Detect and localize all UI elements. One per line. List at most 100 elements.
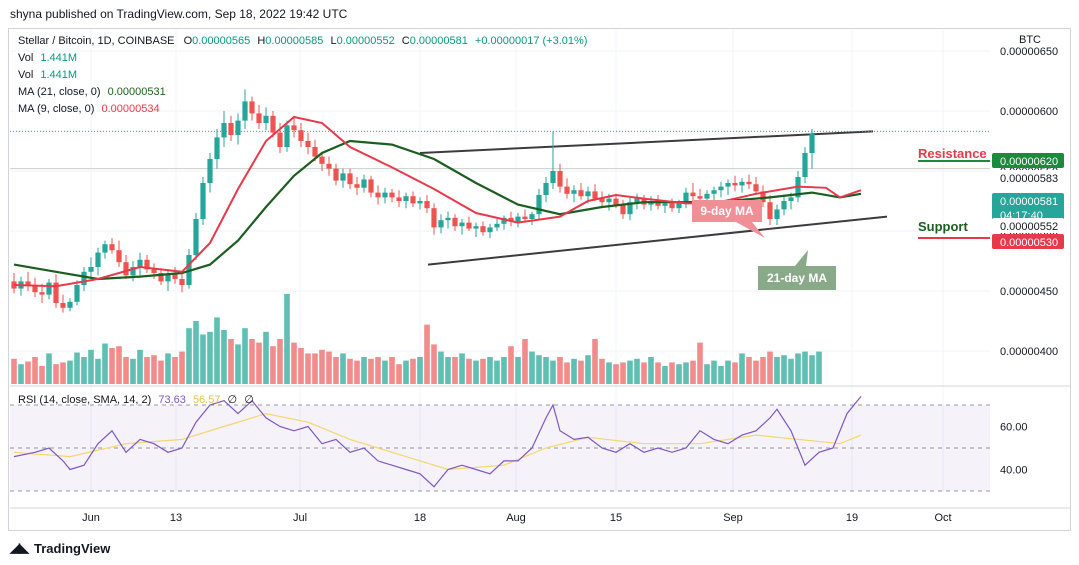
volume-bar <box>235 344 241 384</box>
volume-bar <box>25 361 31 384</box>
high-value: 0.00000585 <box>265 35 324 47</box>
volume-bar <box>557 357 563 384</box>
candle-body <box>39 292 45 295</box>
volume-bar <box>571 358 577 384</box>
volume-bar <box>326 351 332 384</box>
volume-bar <box>564 362 570 384</box>
candle-body <box>564 186 570 194</box>
volume-bar <box>536 355 542 384</box>
candle-body <box>767 202 773 219</box>
candle-body <box>81 271 87 285</box>
candle-body <box>11 281 17 289</box>
volume-bar <box>249 339 255 384</box>
candle-body <box>256 113 262 123</box>
candle-body <box>333 168 339 181</box>
volume-bar <box>494 360 500 384</box>
volume-bar <box>53 364 59 384</box>
candle-body <box>774 209 780 219</box>
candle-body <box>25 281 31 285</box>
legend-ohlc-row: Stellar / Bitcoin, 1D, COINBASE O0.00000… <box>18 35 587 47</box>
tradingview-logo[interactable]: ◢◣ TradingView <box>10 540 110 556</box>
time-tick-label: Aug <box>506 512 526 524</box>
volume-bar <box>123 357 129 384</box>
ma9-callout-box <box>692 200 765 238</box>
candle-body <box>417 201 423 204</box>
candle-body <box>158 273 164 282</box>
volume-bar <box>767 351 773 384</box>
volume-bar <box>214 317 220 384</box>
volume-bar <box>410 358 416 384</box>
candle-body <box>697 196 703 199</box>
candle-body <box>263 115 269 123</box>
volume-bar <box>732 362 738 384</box>
volume-bar <box>613 364 619 384</box>
candle-body <box>354 184 360 188</box>
candle-body <box>375 192 381 198</box>
legend-vol1: Vol 1.441M <box>18 52 77 64</box>
time-tick-label: Jun <box>82 512 100 524</box>
candle-body <box>382 192 388 198</box>
candle-body <box>102 244 108 253</box>
volume-bar <box>361 357 367 384</box>
publish-line: shyna published on TradingView.com, Sep … <box>10 7 348 21</box>
volume-bar <box>158 360 164 384</box>
candle-body <box>683 192 689 204</box>
candle-body <box>739 181 745 186</box>
volume-bar <box>424 324 430 384</box>
candle-body <box>662 203 668 206</box>
rsi-tick-label: 40.00 <box>1000 465 1028 477</box>
volume-bar <box>795 353 801 384</box>
volume-bar <box>200 334 206 384</box>
price-label-text: 0.00000583 <box>1000 173 1058 185</box>
candle-body <box>536 195 542 215</box>
candle-body <box>340 173 346 181</box>
close-value: 0.00000581 <box>409 35 468 47</box>
candle-body <box>165 274 171 282</box>
candle-body <box>109 244 115 251</box>
volume-bar <box>270 346 276 384</box>
symbol-title: Stellar / Bitcoin, 1D, COINBASE <box>18 35 175 47</box>
high-label: H <box>257 35 266 47</box>
legend-rsi: RSI (14, close, SMA, 14, 2) 73.63 56.57 … <box>18 393 254 406</box>
volume-bar <box>382 360 388 384</box>
volume-bar <box>389 357 395 384</box>
candle-body <box>396 197 402 201</box>
candle-body <box>571 190 577 194</box>
volume-bar <box>508 346 514 384</box>
volume-bar <box>585 355 591 384</box>
volume-bar <box>116 346 122 384</box>
low-value: 0.00000552 <box>336 35 395 47</box>
candle-body <box>74 285 80 302</box>
volume-bar <box>95 358 101 384</box>
volume-bar <box>403 360 409 384</box>
volume-bar <box>179 351 185 384</box>
tradingview-brand: TradingView <box>34 540 111 556</box>
legend-ma21: MA (21, close, 0) 0.00000531 <box>18 86 166 98</box>
volume-bar <box>459 353 465 384</box>
candle-body <box>431 208 437 228</box>
chart-frame[interactable] <box>8 28 1071 531</box>
price-tick-label: 0.00000650 <box>1000 46 1058 58</box>
volume-bar <box>690 360 696 384</box>
candle-body <box>494 223 500 228</box>
lower-trendline <box>427 215 888 266</box>
volume-bar <box>529 351 535 384</box>
price-label-text: 0.00000530 <box>1000 237 1058 249</box>
volume-bar <box>130 358 136 384</box>
volume-bar <box>368 358 374 384</box>
candle-body <box>67 301 73 308</box>
volume-bar <box>550 360 556 384</box>
volume-bar <box>39 366 45 384</box>
candle-body <box>137 259 143 267</box>
candle-body <box>277 132 283 147</box>
candle-body <box>669 203 675 209</box>
volume-bar <box>291 342 297 384</box>
candle-body <box>32 285 38 293</box>
price-tick-label: 0.00000450 <box>1000 286 1058 298</box>
volume-bar <box>816 351 822 384</box>
volume-bar <box>207 331 213 384</box>
candle-body <box>522 216 528 219</box>
candle-body <box>529 214 535 219</box>
candle-body <box>438 220 444 228</box>
